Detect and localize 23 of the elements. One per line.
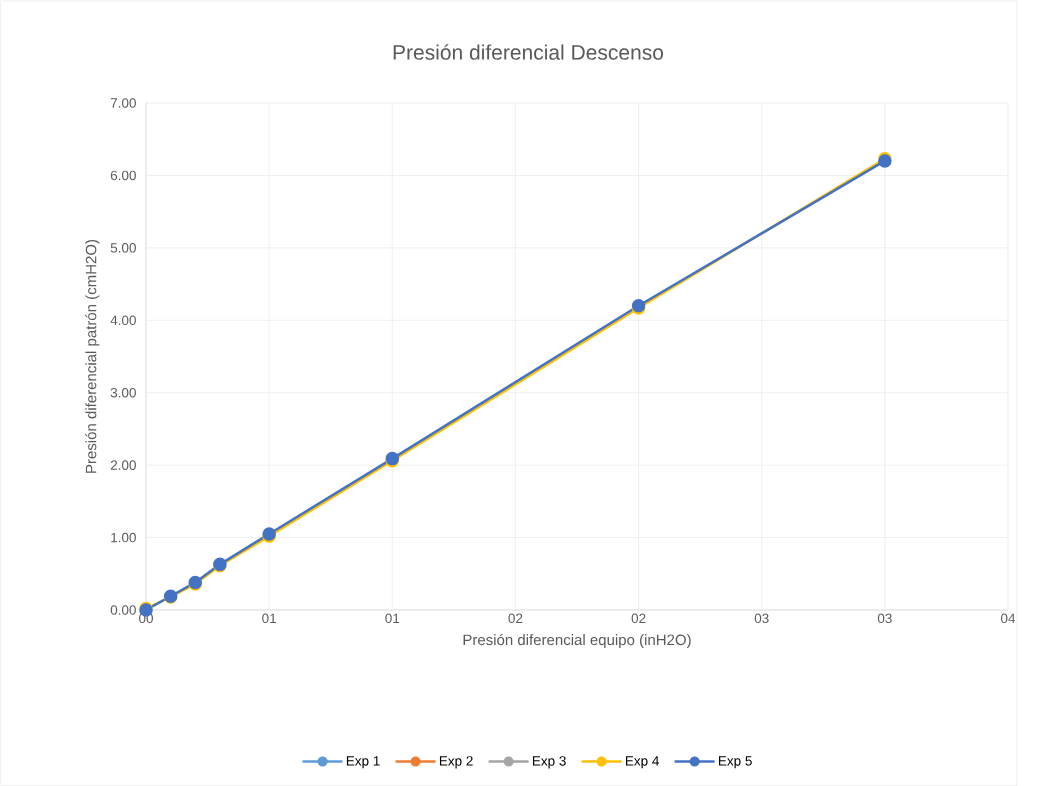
x-tick-label: 01 [385,613,400,624]
x-tick-label: 02 [508,613,523,624]
y-tick-label: 7.00 [110,98,136,108]
x-axis-title: Presión diferencial equipo (inH2O) [463,633,691,649]
y-tick-label: 2.00 [110,460,136,470]
y-tick-label: 5.00 [110,243,136,253]
x-tick-label: 02 [631,613,646,624]
x-tick-label: 03 [754,613,769,624]
legend-label: Exp 3 [532,756,566,769]
y-tick-label: 4.00 [110,315,136,326]
x-tick-label: 03 [877,613,892,624]
legend-label: Exp 4 [625,756,659,769]
y-tick-label: 1.00 [111,532,136,543]
x-tick-label: 01 [262,613,276,624]
legend-label: Exp 2 [439,756,473,769]
legend-label: Exp 1 [346,756,380,769]
y-tick-label: 0.00 [110,605,136,615]
y-tick-label: 6.00 [110,170,136,181]
chart-title: Presión diferencial Descenso [393,44,664,60]
x-tick-label: 04 [1001,613,1016,624]
y-axis-title: Presión diferencial patrón (cmH2O) [85,239,100,473]
legend-label: Exp 5 [719,756,752,769]
y-tick-label: 3.00 [110,387,136,398]
